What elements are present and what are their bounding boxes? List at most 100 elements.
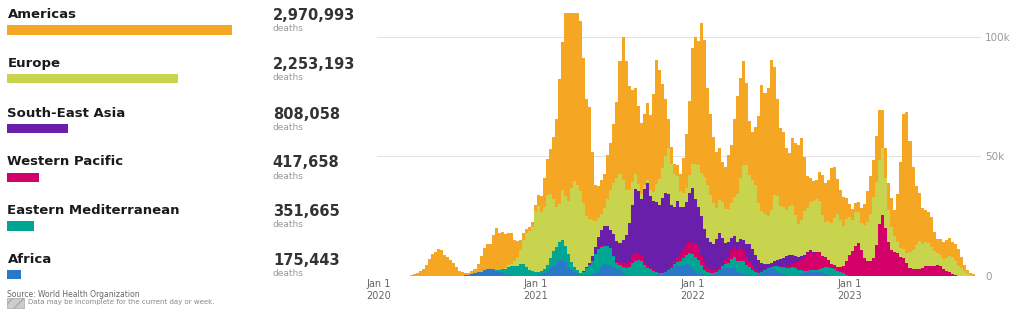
Bar: [622, 37, 625, 180]
Bar: [752, 249, 755, 265]
Bar: [781, 274, 784, 276]
Bar: [567, 254, 570, 267]
Bar: [718, 200, 721, 233]
Bar: [485, 269, 488, 276]
Bar: [673, 261, 676, 264]
Bar: [495, 270, 498, 272]
Bar: [778, 273, 781, 276]
Bar: [809, 250, 812, 251]
Bar: [948, 238, 950, 256]
Bar: [815, 270, 818, 272]
Bar: [833, 269, 836, 276]
Bar: [649, 268, 651, 269]
Bar: [631, 263, 634, 276]
Bar: [682, 265, 685, 276]
Bar: [815, 252, 818, 270]
Bar: [691, 243, 694, 254]
Bar: [522, 233, 525, 240]
Bar: [842, 266, 845, 273]
Bar: [528, 270, 530, 276]
Bar: [507, 265, 510, 267]
Bar: [558, 78, 561, 204]
Bar: [863, 225, 866, 258]
Bar: [567, 267, 570, 276]
Bar: [416, 273, 419, 276]
Text: Americas: Americas: [7, 8, 77, 21]
Bar: [966, 270, 969, 273]
Bar: [479, 272, 482, 276]
Bar: [640, 199, 643, 257]
Bar: [784, 266, 787, 268]
Bar: [597, 218, 600, 237]
Bar: [845, 261, 848, 275]
Bar: [707, 272, 709, 275]
Bar: [434, 252, 437, 276]
Bar: [588, 219, 591, 263]
Bar: [715, 270, 718, 272]
Bar: [649, 115, 651, 190]
Bar: [872, 160, 876, 197]
Bar: [625, 235, 628, 263]
Text: Data may be incomplete for the current day or week.: Data may be incomplete for the current d…: [28, 299, 215, 305]
Bar: [586, 100, 588, 216]
Bar: [428, 259, 431, 276]
Bar: [700, 216, 703, 255]
Bar: [673, 174, 676, 208]
Bar: [809, 202, 812, 250]
Bar: [634, 189, 637, 253]
Bar: [591, 257, 594, 261]
Bar: [697, 247, 700, 260]
Bar: [712, 244, 715, 270]
Bar: [462, 272, 465, 276]
Bar: [758, 274, 761, 276]
Bar: [546, 195, 549, 265]
Bar: [479, 256, 482, 272]
Bar: [836, 267, 839, 271]
Bar: [707, 185, 709, 238]
Bar: [927, 243, 930, 266]
Bar: [537, 195, 540, 206]
Bar: [749, 175, 752, 244]
Bar: [712, 273, 715, 274]
Bar: [969, 273, 972, 274]
Bar: [628, 261, 631, 268]
Bar: [634, 253, 637, 261]
Bar: [809, 272, 812, 276]
Bar: [764, 270, 767, 276]
Bar: [694, 271, 697, 276]
Bar: [667, 270, 670, 271]
Bar: [453, 263, 456, 276]
Bar: [800, 274, 803, 276]
Bar: [637, 191, 640, 254]
Bar: [543, 178, 546, 207]
Bar: [839, 220, 842, 267]
Bar: [673, 264, 676, 266]
Bar: [654, 272, 657, 275]
Bar: [552, 251, 555, 266]
Bar: [772, 67, 775, 195]
Bar: [930, 217, 933, 247]
Text: South-East Asia: South-East Asia: [7, 107, 126, 120]
Bar: [739, 261, 742, 273]
Bar: [824, 182, 827, 222]
Bar: [815, 272, 818, 276]
Bar: [492, 235, 495, 269]
Bar: [498, 270, 501, 272]
Bar: [848, 275, 851, 276]
Bar: [519, 250, 522, 264]
Bar: [555, 207, 558, 247]
Bar: [730, 251, 733, 259]
Bar: [660, 84, 664, 168]
Bar: [530, 271, 534, 276]
Bar: [876, 182, 879, 245]
Bar: [876, 136, 879, 182]
Bar: [742, 240, 745, 250]
Bar: [519, 240, 522, 250]
Bar: [715, 272, 718, 273]
Bar: [643, 186, 646, 188]
Bar: [573, 181, 577, 267]
Bar: [625, 268, 628, 275]
Bar: [888, 210, 890, 242]
Bar: [577, 185, 580, 270]
Bar: [784, 148, 787, 210]
